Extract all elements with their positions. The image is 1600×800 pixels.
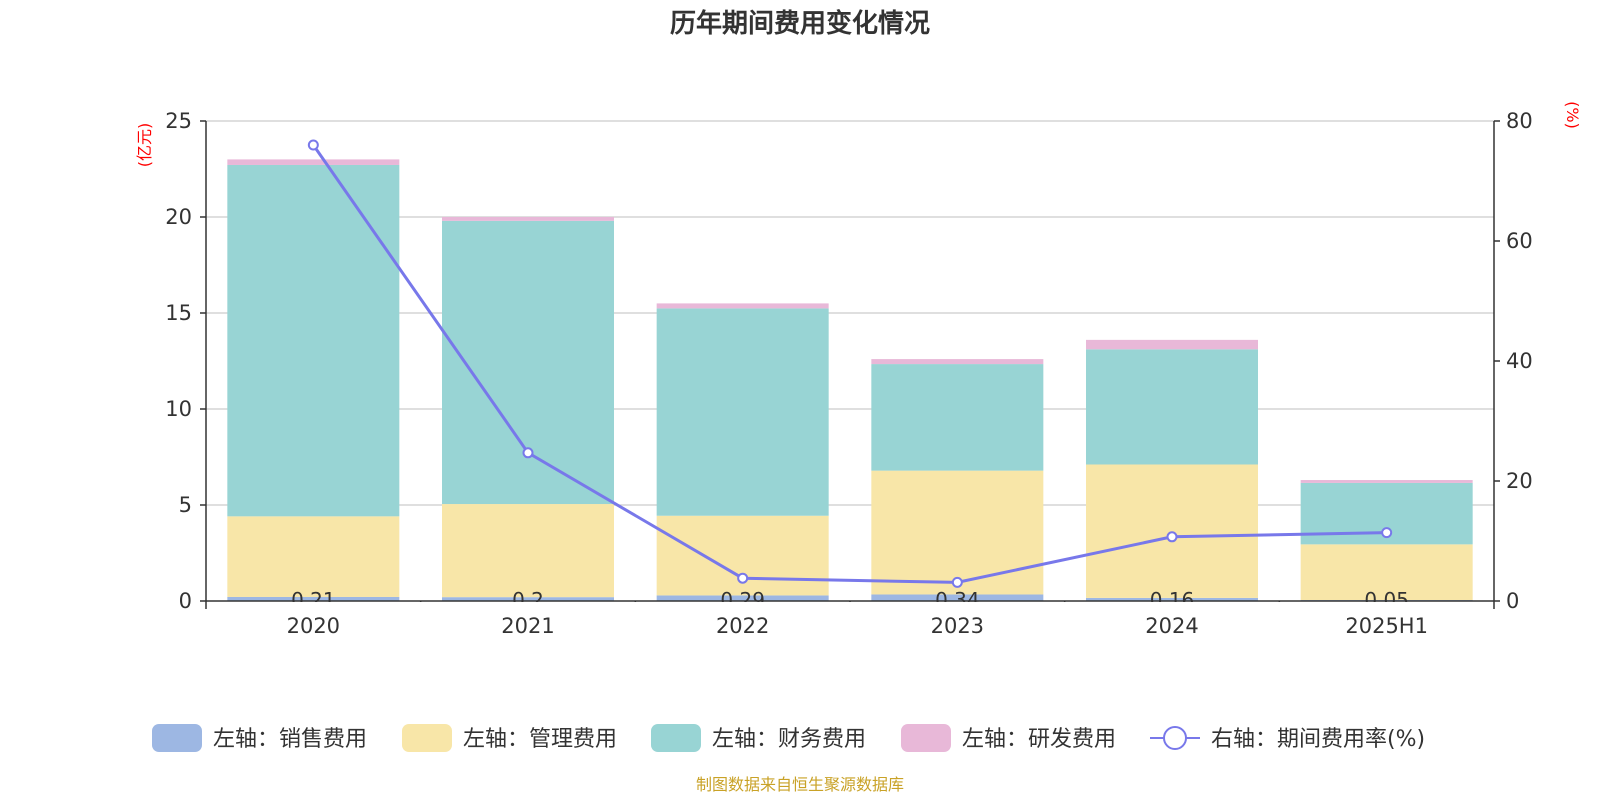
rate-line bbox=[312, 144, 1387, 584]
x-tick-label: 2022 bbox=[716, 614, 769, 638]
bar-segment bbox=[1086, 464, 1258, 598]
right-tick-label: 0 bbox=[1506, 589, 1519, 613]
bar-segment bbox=[871, 359, 1044, 365]
bar-segment bbox=[442, 217, 614, 221]
legend-marker bbox=[1163, 726, 1187, 750]
x-tick-label: 2023 bbox=[931, 614, 984, 638]
bar-segment bbox=[1086, 597, 1258, 601]
bars-group bbox=[227, 159, 1473, 601]
bar-segment bbox=[1086, 339, 1258, 350]
label-clip-mask bbox=[207, 602, 1493, 609]
bar-segment bbox=[1086, 349, 1258, 465]
rate-point bbox=[522, 447, 534, 459]
left-tick-label: 20 bbox=[165, 205, 192, 229]
bar-segment bbox=[442, 597, 614, 601]
rate-point bbox=[951, 576, 963, 588]
source-note: 制图数据来自恒生聚源数据库 bbox=[696, 775, 904, 794]
legend-swatch bbox=[152, 724, 202, 752]
bar-segment bbox=[227, 164, 400, 517]
bar-segment bbox=[227, 516, 400, 597]
chart-title: 历年期间费用变化情况 bbox=[670, 8, 930, 39]
left-tick-label: 15 bbox=[165, 301, 192, 325]
bar-segment bbox=[871, 470, 1044, 595]
bar-segment bbox=[442, 504, 614, 598]
legend: 左轴：销售费用 左轴：管理费用 左轴：财务费用 左轴：研发费用 右轴：期间费用率(%) bbox=[152, 724, 1425, 752]
data-labels-group: 0.21 0.2 0.29 0.34 0.16 0.05 bbox=[207, 588, 1493, 612]
x-tick-label: 2021 bbox=[501, 614, 554, 638]
rate-point bbox=[737, 572, 749, 584]
legend-swatch bbox=[651, 724, 701, 752]
right-axis-unit: (%) bbox=[1563, 101, 1582, 129]
right-tick-label: 20 bbox=[1506, 469, 1533, 493]
left-tick-label: 0 bbox=[179, 589, 192, 613]
bar-segment bbox=[656, 595, 829, 601]
rate-point bbox=[1381, 527, 1393, 539]
left-axis-unit: (亿元) bbox=[135, 123, 154, 168]
rate-point bbox=[1166, 531, 1178, 543]
bar-segment bbox=[1300, 544, 1473, 601]
legend-label: 右轴：期间费用率(%) bbox=[1211, 727, 1425, 752]
bar-segment bbox=[656, 303, 829, 309]
left-tick-label: 5 bbox=[179, 493, 192, 517]
x-tick-label: 2025H1 bbox=[1345, 614, 1428, 638]
legend-label: 左轴：管理费用 bbox=[463, 727, 617, 752]
bar-segment bbox=[227, 159, 400, 165]
right-tick-label: 40 bbox=[1506, 349, 1533, 373]
left-tick-label: 25 bbox=[165, 109, 192, 133]
rate-line-group bbox=[307, 139, 1393, 588]
bar-segment bbox=[656, 308, 829, 516]
legend-label: 左轴：研发费用 bbox=[962, 727, 1116, 752]
right-tick-label: 80 bbox=[1506, 109, 1533, 133]
right-tick-label: 60 bbox=[1506, 229, 1533, 253]
x-tick-label: 2020 bbox=[287, 614, 340, 638]
legend-swatch bbox=[402, 724, 452, 752]
legend-label: 左轴：财务费用 bbox=[712, 727, 866, 752]
left-tick-label: 10 bbox=[165, 397, 192, 421]
bar-segment bbox=[1300, 480, 1473, 483]
legend-swatch bbox=[901, 724, 951, 752]
bar-segment bbox=[227, 596, 400, 601]
legend-label: 左轴：销售费用 bbox=[213, 727, 367, 752]
axes-group: 0 5 10 15 20 25 0 20 40 60 80 2020 2021 2022 2023 2024 2… bbox=[165, 109, 1532, 638]
bar-segment bbox=[442, 220, 614, 505]
rate-point bbox=[307, 139, 319, 151]
bar-segment bbox=[871, 364, 1044, 471]
x-tick-label: 2024 bbox=[1145, 614, 1198, 638]
bar-segment bbox=[871, 594, 1044, 601]
grid-lines bbox=[206, 120, 1494, 506]
